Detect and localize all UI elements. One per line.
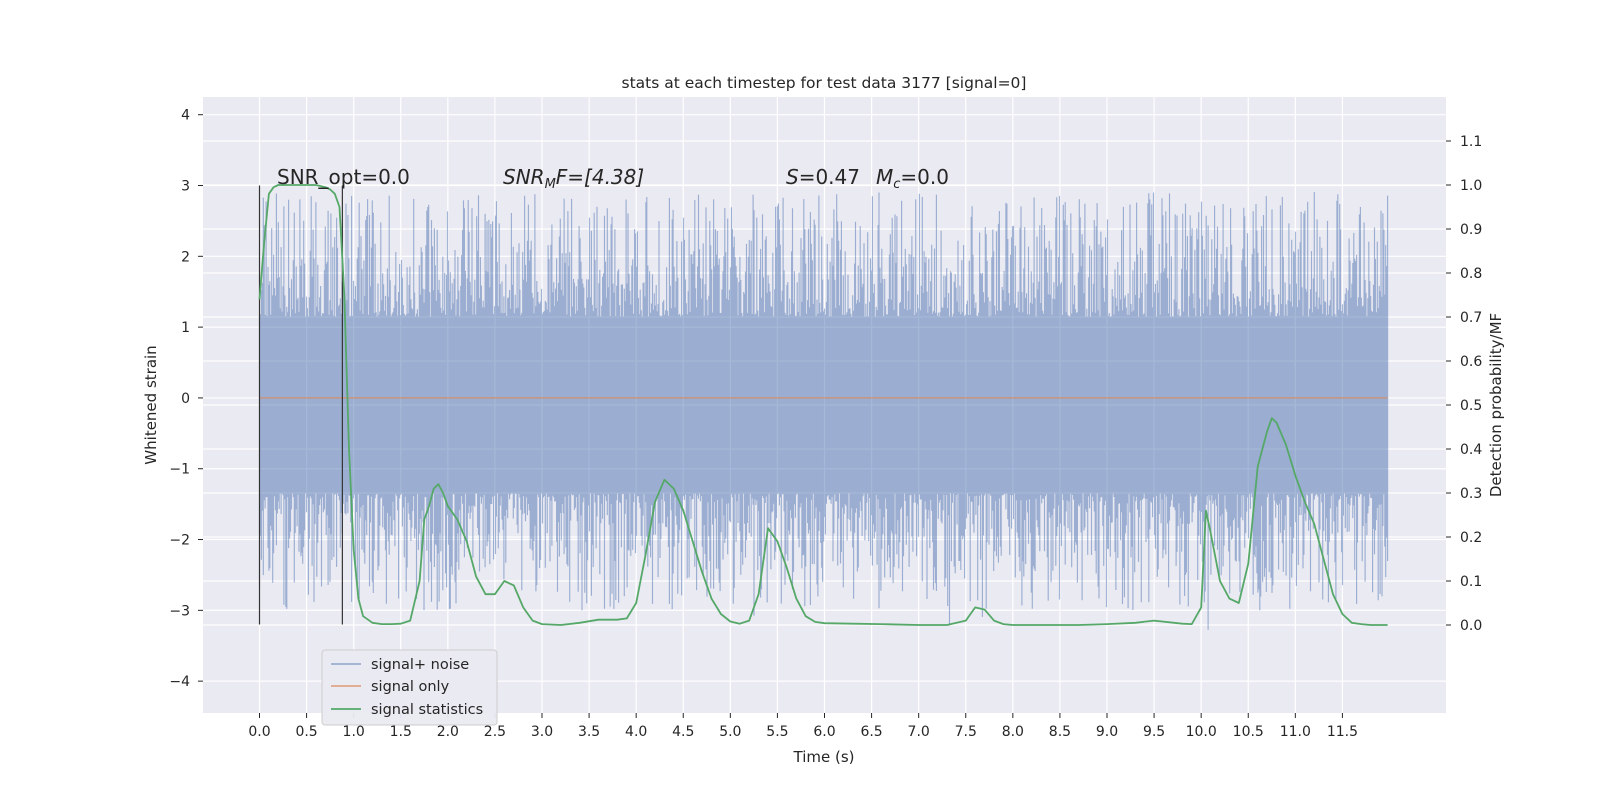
x-tick-label-7: 3.5 xyxy=(578,724,600,740)
x-tick-label-4: 2.0 xyxy=(437,724,459,740)
legend: signal+ noise signal only signal statist… xyxy=(321,649,498,726)
x-tick-label-23: 11.5 xyxy=(1327,724,1358,740)
mc-symbol: M xyxy=(876,165,893,189)
y-left-tick-label-0: −4 xyxy=(169,674,190,690)
x-tick-label-3: 1.5 xyxy=(390,724,412,740)
y-right-tick-label-11: 1.1 xyxy=(1460,134,1482,150)
x-tick-label-10: 5.0 xyxy=(719,724,741,740)
legend-label-signal-only: signal only xyxy=(371,679,450,695)
y-left-tick-label-1: −3 xyxy=(169,603,190,619)
snr-mf-value: F=[4.38] xyxy=(556,165,644,189)
x-tick-label-21: 10.5 xyxy=(1233,724,1264,740)
y-axis-label-right: Detection probability/MF xyxy=(1487,313,1505,497)
snr-mf-symbol: SNR xyxy=(503,165,545,189)
x-axis-label: Time (s) xyxy=(793,748,855,766)
mc-value: =0.0 xyxy=(900,165,949,189)
x-tick-label-12: 6.0 xyxy=(813,724,835,740)
y-left-tick-label-6: 2 xyxy=(181,249,190,265)
y-right-tick-label-4: 0.4 xyxy=(1460,442,1482,458)
legend-label-signal-statistics: signal statistics xyxy=(371,702,483,718)
x-tick-label-9: 4.5 xyxy=(672,724,694,740)
signal-statistics-line xyxy=(258,184,1388,626)
y-left-tick-label-5: 1 xyxy=(181,320,190,336)
y-left-tick-label-3: −1 xyxy=(169,462,190,478)
x-tick-label-18: 9.0 xyxy=(1096,724,1118,740)
x-tick-label-8: 4.0 xyxy=(625,724,647,740)
annotation-s-and-mc: S=0.47 Mc=0.0 xyxy=(786,165,949,192)
y-left-tick-label-8: 4 xyxy=(181,108,190,124)
y-right-tick-label-0: 0.0 xyxy=(1460,618,1482,634)
y-axis-label-left: Whitened strain xyxy=(142,345,160,464)
x-tick-label-19: 9.5 xyxy=(1143,724,1165,740)
y-left-tick-label-7: 3 xyxy=(181,179,190,195)
tick-labels: 0.0 0.5 1.0 1.5 2.0 2.5 3.0 3.5 4.0 4.5 5.0 5.5 6.0 6… xyxy=(169,108,1482,740)
signal-statistics-series xyxy=(258,184,1388,626)
y-right-tick-label-10: 1.0 xyxy=(1460,178,1482,194)
x-tick-label-13: 6.5 xyxy=(860,724,882,740)
x-tick-label-6: 3.0 xyxy=(531,724,553,740)
s-value: =0.47 xyxy=(799,165,860,189)
x-tick-label-17: 8.5 xyxy=(1049,724,1071,740)
y-left-tick-label-4: 0 xyxy=(181,391,190,407)
x-tick-label-1: 0.5 xyxy=(295,724,317,740)
annotation-snr-opt: SNR_opt=0.0 xyxy=(277,165,410,189)
x-tick-label-22: 11.0 xyxy=(1280,724,1311,740)
y-right-tick-label-7: 0.7 xyxy=(1460,310,1482,326)
legend-box xyxy=(321,649,498,726)
chart-title: stats at each timestep for test data 317… xyxy=(622,74,1027,92)
mc-subscript: c xyxy=(893,177,900,192)
y-left-tick-label-2: −2 xyxy=(169,533,190,549)
x-tick-label-15: 7.5 xyxy=(955,724,977,740)
x-tick-label-14: 7.0 xyxy=(908,724,930,740)
y-right-tick-label-3: 0.3 xyxy=(1460,486,1482,502)
x-tick-label-5: 2.5 xyxy=(484,724,506,740)
x-tick-label-16: 8.0 xyxy=(1002,724,1024,740)
legend-label-signal-noise: signal+ noise xyxy=(371,657,469,673)
s-symbol: S xyxy=(786,165,799,189)
y-right-tick-label-6: 0.6 xyxy=(1460,354,1482,370)
y-right-tick-label-9: 0.9 xyxy=(1460,222,1482,238)
x-tick-label-20: 10.0 xyxy=(1186,724,1217,740)
annotation-snr-mf: SNRMF=[4.38] xyxy=(503,165,644,192)
x-tick-label-11: 5.5 xyxy=(766,724,788,740)
x-tick-label-0: 0.0 xyxy=(248,724,270,740)
y-right-tick-label-2: 0.2 xyxy=(1460,530,1482,546)
y-right-tick-label-8: 0.8 xyxy=(1460,266,1482,282)
snr-mf-subscript: M xyxy=(545,177,556,192)
x-tick-label-2: 1.0 xyxy=(343,724,365,740)
y-right-tick-label-1: 0.1 xyxy=(1460,574,1482,590)
y-right-tick-label-5: 0.5 xyxy=(1460,398,1482,414)
